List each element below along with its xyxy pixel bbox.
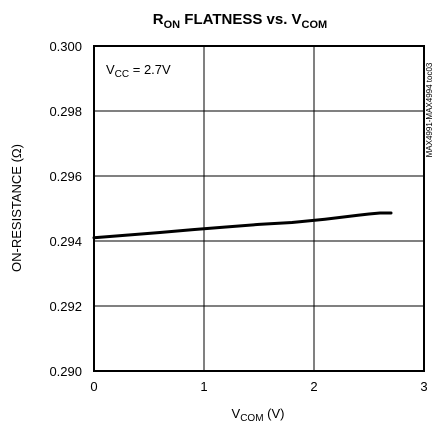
chart-title: RON FLATNESS vs. VCOM bbox=[153, 11, 327, 31]
vcc-annotation: VCC = 2.7V bbox=[106, 62, 171, 80]
y-axis-label: ON-RESISTANCE (Ω) bbox=[9, 144, 24, 272]
x-tick-labels: 0 1 2 3 bbox=[90, 379, 427, 394]
y-tick-label: 0.296 bbox=[49, 169, 82, 184]
y-tick-label: 0.294 bbox=[49, 234, 82, 249]
y-tick-label: 0.300 bbox=[49, 39, 82, 54]
y-tick-labels: 0.290 0.292 0.294 0.296 0.298 0.300 bbox=[49, 39, 82, 379]
figure-id-label: MAX4991-MAX4994 toc03 bbox=[425, 62, 434, 157]
x-tick-label: 2 bbox=[310, 379, 317, 394]
x-tick-label: 1 bbox=[200, 379, 207, 394]
y-tick-label: 0.298 bbox=[49, 104, 82, 119]
y-tick-label: 0.290 bbox=[49, 364, 82, 379]
series-line-ron bbox=[92, 211, 393, 240]
grid-lines bbox=[94, 46, 424, 371]
y-tick-label: 0.292 bbox=[49, 299, 82, 314]
plot-frame bbox=[93, 45, 425, 372]
x-tick-label: 3 bbox=[420, 379, 427, 394]
x-axis-label: VCOM (V) bbox=[232, 406, 285, 424]
x-tick-label: 0 bbox=[90, 379, 97, 394]
